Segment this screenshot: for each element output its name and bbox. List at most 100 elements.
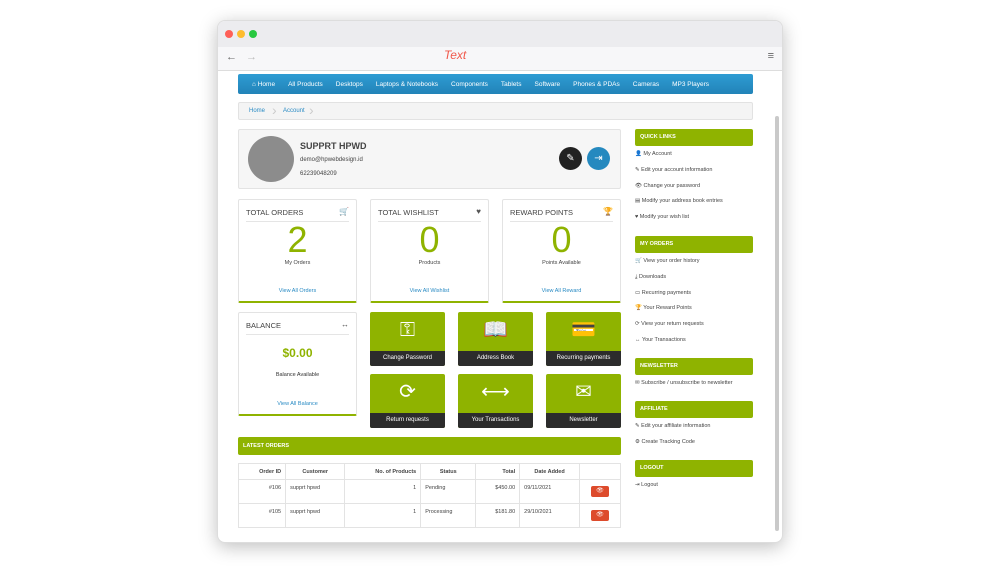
nav-mp3-players[interactable]: MP3 Players	[672, 81, 709, 88]
sidebar-link-your-transactions[interactable]: ↔ Your Transactions	[635, 337, 686, 344]
nav-cameras[interactable]: Cameras	[633, 81, 659, 88]
sidebar-link-view-your-return-requests[interactable]: ⟳ View your return requests	[635, 321, 704, 328]
sidebar-link-label: Edit your account information	[641, 166, 713, 173]
nav-tablets[interactable]: Tablets	[501, 81, 522, 88]
sidebar-header-quick-links: QUICK LINKS	[635, 129, 753, 146]
sidebar-link-edit-your-affiliate-information[interactable]: ✎ Edit your affiliate information	[635, 423, 710, 430]
scrollbar[interactable]	[775, 116, 779, 531]
view-all-balance-link[interactable]: View All Balance	[277, 401, 318, 407]
sidebar-link-icon: ▤	[635, 198, 641, 205]
stat-link[interactable]: View All Orders	[278, 288, 317, 294]
tile-return-requests[interactable]: ⟳ Return requests	[370, 374, 445, 428]
exchange-icon: ↔	[341, 320, 349, 329]
nav-label: Cameras	[632, 80, 660, 88]
minimize-window-button[interactable]	[237, 30, 245, 38]
balance-value: $0.00	[282, 346, 313, 360]
tile-label: Recurring payments	[546, 351, 621, 366]
table-cell: $450.00	[475, 479, 521, 504]
eye-icon: 👁	[596, 512, 604, 518]
stat-link[interactable]: View All Wishlist	[409, 288, 450, 294]
divider	[378, 221, 481, 222]
nav-all-products[interactable]: All Products	[288, 81, 323, 88]
profile-box: SUPPRT HPWD demo@hpwebdesign.id 62239048…	[238, 129, 621, 189]
tile-label: Return requests	[370, 413, 445, 428]
sidebar-link-logout[interactable]: ⇥ Logout	[635, 482, 658, 489]
table-cell: 👁	[578, 503, 622, 528]
breadcrumb-separator: ›	[309, 102, 314, 118]
sidebar-link-your-reward-points[interactable]: 🏆 Your Reward Points	[635, 305, 692, 312]
sidebar-header-newsletter: NEWSLETTER	[635, 358, 753, 375]
sidebar-link-icon: 🏆	[635, 305, 642, 312]
trophy-icon: 🏆	[603, 207, 613, 216]
nav-phones-pdas[interactable]: Phones & PDAs	[573, 81, 620, 88]
sidebar-link-view-your-order-history[interactable]: 🛒 View your order history	[635, 258, 700, 265]
column-header: Date Added	[519, 463, 580, 480]
sidebar-link-icon: ↔	[635, 337, 641, 343]
table-cell: #105	[237, 503, 287, 528]
sidebar-link-icon: ⤓	[635, 273, 638, 280]
stat-value: 2	[287, 219, 308, 260]
nav-laptops-notebooks[interactable]: Laptops & Notebooks	[376, 81, 438, 88]
logout-button[interactable]: ⇥	[587, 147, 610, 170]
address-bar[interactable]: Text	[444, 48, 467, 62]
sidebar-link-create-tracking-code[interactable]: ⚙ Create Tracking Code	[635, 439, 695, 446]
table-row: #106 supprt hpwd 1 Pending $450.00 09/11/2021…	[237, 479, 622, 504]
sidebar-link-my-account[interactable]: 👤 My Account	[635, 151, 672, 158]
menu-icon[interactable]: ≡	[767, 50, 774, 62]
sidebar-link-modify-your-wish-list[interactable]: ♥ Modify your wish list	[635, 214, 689, 221]
tile-address-book[interactable]: 📖 Address Book	[458, 312, 533, 366]
sidebar-link-modify-your-address-book-entries[interactable]: ▤ Modify your address book entries	[635, 198, 723, 205]
stat-sub: Products	[418, 260, 441, 266]
table-cell: 09/11/2021	[519, 479, 580, 504]
sidebar-link-label: Edit your affiliate information	[641, 423, 711, 429]
nav-components[interactable]: Components	[451, 81, 488, 88]
breadcrumb-home[interactable]: Home	[249, 108, 266, 114]
nav-label: Laptops & Notebooks	[375, 80, 439, 88]
tile-label: Your Transactions	[458, 413, 533, 428]
stat-link[interactable]: View All Reward	[541, 288, 582, 294]
tile-change-password[interactable]: ⚿ Change Password	[370, 312, 445, 366]
sidebar-link-label: Your Transactions	[641, 337, 686, 343]
close-window-button[interactable]	[225, 30, 233, 38]
nav-label: Software	[534, 80, 561, 88]
forward-icon[interactable]: →	[246, 51, 257, 63]
home-icon: ⌂	[252, 80, 258, 88]
heart-icon: ♥	[476, 207, 481, 216]
browser-toolbar: ← → Text ≡	[218, 47, 782, 71]
sidebar-link-change-your-password[interactable]: 👁 Change your password	[635, 183, 700, 190]
column-header: Customer	[285, 463, 346, 480]
sidebar-link-label: Create Tracking Code	[641, 438, 695, 445]
nav-desktops[interactable]: Desktops	[336, 81, 363, 88]
back-icon[interactable]: ←	[226, 51, 237, 63]
browser-window: ← → Text ≡ ⌂ Home All Products Desktops Lap…	[217, 20, 783, 543]
tile-newsletter[interactable]: ✉ Newsletter	[546, 374, 621, 428]
sidebar-link-label: Subscribe / unsubscribe to newsletter	[641, 380, 733, 386]
view-order-button[interactable]: 👁	[590, 486, 609, 497]
table-cell: 29/10/2021	[519, 503, 580, 528]
edit-profile-button[interactable]: ✎	[559, 147, 582, 170]
latest-orders-header: LATEST ORDERS	[238, 437, 621, 455]
view-order-button[interactable]: 👁	[590, 510, 609, 521]
nav-software[interactable]: Software	[535, 81, 561, 88]
title-bar	[218, 21, 782, 47]
breadcrumb-account[interactable]: Account	[283, 108, 305, 114]
sidebar-link-icon: 👁	[635, 182, 642, 189]
sidebar-link-downloads[interactable]: ⤓ Downloads	[635, 274, 666, 281]
table-row: #105 supprt hpwd 1 Processing $181.80 29/10/2…	[237, 503, 622, 528]
stat-card-reward-points: REWARD POINTS 🏆 0 Points Available View …	[502, 199, 621, 303]
maximize-window-button[interactable]	[249, 30, 257, 38]
tile-your-transactions[interactable]: ⟷ Your Transactions	[458, 374, 533, 428]
sidebar-link-recurring-payments[interactable]: ▭ Recurring payments	[635, 290, 691, 297]
profile-name: SUPPRT HPWD	[300, 141, 367, 151]
sidebar-link-icon: ⇥	[635, 482, 640, 488]
nav-home[interactable]: ⌂ Home	[252, 81, 275, 88]
balance-title: BALANCE	[246, 321, 282, 330]
table-cell: #106	[237, 479, 287, 504]
sidebar-link-subscribe-unsubscribe-to-newsletter[interactable]: ✉ Subscribe / unsubscribe to newsletter	[635, 380, 733, 387]
nav-label: Phones & PDAs	[573, 80, 620, 88]
tile-recurring-payments[interactable]: 💳 Recurring payments	[546, 312, 621, 366]
sidebar-link-edit-your-account-information[interactable]: ✎ Edit your account information	[635, 167, 712, 174]
nav-label: Desktops	[335, 80, 363, 88]
envelope-icon: ✉	[575, 381, 592, 403]
sidebar-header-my-orders: MY ORDERS	[635, 236, 753, 253]
